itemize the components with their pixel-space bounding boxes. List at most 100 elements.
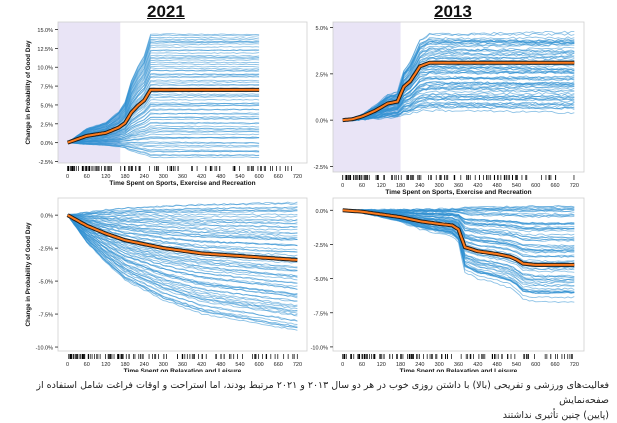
ice-line xyxy=(342,69,575,122)
ice-line xyxy=(67,116,260,144)
ice-line xyxy=(67,215,298,296)
x-tick-label: 360 xyxy=(454,183,463,189)
x-tick-label: 0 xyxy=(341,362,344,368)
ice-line xyxy=(67,202,298,216)
ice-lines xyxy=(67,33,260,159)
rug-marks xyxy=(342,175,575,180)
y-tick-label: 0.0% xyxy=(315,119,328,125)
x-tick-label: 360 xyxy=(178,362,187,368)
ice-line xyxy=(342,32,575,122)
rug-marks xyxy=(342,354,573,359)
ice-line xyxy=(67,215,298,247)
ice-line xyxy=(67,214,298,312)
ice-line xyxy=(67,121,260,144)
plot-frame xyxy=(57,21,308,164)
x-tick-label: 540 xyxy=(512,183,521,189)
ice-line xyxy=(342,109,575,122)
x-tick-label: 60 xyxy=(84,174,90,180)
ice-line xyxy=(67,63,260,144)
mean-curve xyxy=(342,61,575,122)
ice-line xyxy=(67,215,298,268)
y-tick-label: 5.0% xyxy=(40,103,53,109)
ice-line xyxy=(67,209,298,216)
ice-lines xyxy=(342,205,575,303)
y-tick-label: -2.5% xyxy=(39,160,53,166)
ice-line xyxy=(67,215,298,290)
y-tick-label: 5.0% xyxy=(315,26,328,32)
x-tick-label: 120 xyxy=(377,362,386,368)
ice-line xyxy=(67,214,298,237)
mean-curve xyxy=(67,214,298,261)
y-tick-label: 0.0% xyxy=(315,209,328,215)
y-tick-label: 0.0% xyxy=(40,214,53,220)
x-tick-label: 480 xyxy=(216,174,225,180)
ice-line xyxy=(67,214,298,307)
ice-line xyxy=(67,206,298,216)
y-tick-label: -2.5% xyxy=(39,247,53,253)
y-tick-label: -2.5% xyxy=(314,165,328,171)
ice-line xyxy=(67,67,260,143)
x-tick-label: 420 xyxy=(197,362,206,368)
ice-line xyxy=(67,130,260,144)
x-tick-label: 720 xyxy=(570,183,579,189)
ice-line xyxy=(67,214,298,284)
x-tick-label: 0 xyxy=(341,183,344,189)
x-tick-label: 180 xyxy=(396,183,405,189)
title-2013: 2013 xyxy=(434,2,472,21)
x-tick-label: 60 xyxy=(359,183,365,189)
x-axis-label: Time Spent on Sports, Exercise and Recre… xyxy=(385,189,531,196)
x-tick-label: 660 xyxy=(550,183,559,189)
ice-line xyxy=(67,214,298,241)
ice-line xyxy=(67,215,298,307)
x-tick-label: 300 xyxy=(435,183,444,189)
x-tick-label: 600 xyxy=(531,183,540,189)
x-axis-label: Time Spent on Relaxation and Leisure xyxy=(124,368,242,372)
caption-line-2: (پایین) چنین تأثیری نداشتند xyxy=(502,410,609,421)
x-tick-label: 480 xyxy=(493,362,502,368)
ice-line xyxy=(67,214,298,272)
ice-line xyxy=(67,214,298,322)
x-tick-label: 540 xyxy=(235,362,244,368)
y-tick-label: -10.0% xyxy=(36,346,54,352)
ice-line xyxy=(342,101,575,121)
x-tick-label: 120 xyxy=(101,362,110,368)
title-2021: 2021 xyxy=(147,2,185,21)
ice-line xyxy=(67,142,260,156)
ice-line xyxy=(67,52,260,144)
y-tick-label: 0.0% xyxy=(40,141,53,147)
x-tick-label: 180 xyxy=(120,174,129,180)
x-tick-label: 660 xyxy=(274,362,283,368)
x-tick-label: 0 xyxy=(66,362,69,368)
x-tick-label: 120 xyxy=(101,174,110,180)
ice-line xyxy=(342,206,575,212)
y-tick-label: 12.5% xyxy=(37,47,53,53)
y-tick-label: 2.5% xyxy=(315,72,328,78)
ice-line xyxy=(342,30,575,122)
ice-line xyxy=(342,205,575,212)
x-tick-label: 360 xyxy=(178,174,187,180)
chart-panel-bottom-right: 0.0% -2.5% -5.0% -7.5% -10.0% 0 60 120 180 240 300… xyxy=(311,197,585,372)
plot-frame xyxy=(332,197,585,352)
x-tick-label: 60 xyxy=(84,362,90,368)
x-tick-label: 720 xyxy=(293,174,302,180)
y-tick-label: 2.5% xyxy=(40,122,53,128)
ice-line xyxy=(342,38,575,121)
ice-line xyxy=(342,38,575,121)
x-tick-label: 0 xyxy=(66,174,69,180)
ice-line xyxy=(67,215,298,327)
x-tick-label: 660 xyxy=(274,174,283,180)
ice-line xyxy=(67,214,298,222)
x-tick-label: 540 xyxy=(235,174,244,180)
x-tick-label: 120 xyxy=(377,183,386,189)
ice-line xyxy=(67,141,260,144)
ice-line xyxy=(342,81,575,122)
x-tick-label: 300 xyxy=(159,362,168,368)
rug-marks xyxy=(68,354,298,359)
x-axis-label: Time Spent on Sports, Exercise and Recre… xyxy=(109,180,255,187)
y-tick-label: 7.5% xyxy=(40,85,53,91)
chart-panel-bottom-left: 0.0% -2.5% -5.0% -7.5% -10.0% 0 60 120 180 240 300… xyxy=(25,197,308,372)
x-tick-label: 720 xyxy=(570,362,579,368)
ice-line xyxy=(67,33,260,143)
x-tick-label: 180 xyxy=(396,362,405,368)
